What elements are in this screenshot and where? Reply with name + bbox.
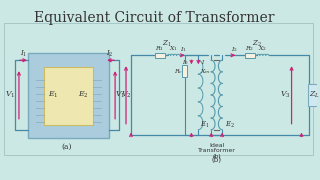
- Text: $I_0$: $I_0$: [182, 58, 189, 67]
- Text: $V_2$: $V_2$: [121, 90, 131, 100]
- Text: $X_2$: $X_2$: [258, 44, 268, 53]
- Text: Ideal
Transformer
(b): Ideal Transformer (b): [198, 143, 236, 159]
- Text: $X_1$: $X_1$: [169, 44, 178, 53]
- Text: $E_1$: $E_1$: [200, 120, 209, 130]
- Text: $V_1$: $V_1$: [5, 90, 15, 100]
- Bar: [245, 53, 255, 58]
- Text: $V_1$: $V_1$: [115, 90, 125, 100]
- Text: $E_2$: $E_2$: [78, 90, 89, 100]
- Bar: [4, 22, 313, 156]
- Text: $I_2$: $I_2$: [231, 45, 237, 54]
- Text: $I_2$: $I_2$: [106, 49, 114, 59]
- Text: $R_2$: $R_2$: [245, 44, 254, 53]
- Text: $Z_2$: $Z_2$: [252, 38, 261, 48]
- Text: (a): (a): [61, 143, 72, 150]
- Text: $R_1$: $R_1$: [155, 44, 164, 53]
- Text: $E_1$: $E_1$: [48, 90, 59, 100]
- Text: $Z_L$: $Z_L$: [309, 90, 320, 100]
- Text: $X_m$: $X_m$: [200, 67, 211, 76]
- Bar: [182, 65, 187, 77]
- Text: $I$: $I$: [201, 58, 205, 66]
- Bar: [308, 84, 320, 106]
- Text: $I_1$: $I_1$: [20, 49, 28, 59]
- Text: $E_2$: $E_2$: [225, 120, 235, 130]
- Text: $V_3$: $V_3$: [280, 90, 291, 100]
- Bar: [44, 67, 93, 125]
- Text: Equivalent Circuit of Transformer: Equivalent Circuit of Transformer: [34, 11, 274, 25]
- Bar: [155, 53, 165, 58]
- Text: (b): (b): [212, 155, 222, 163]
- Bar: [28, 53, 109, 138]
- Text: $R_c$: $R_c$: [174, 67, 183, 76]
- Text: $Z_1$: $Z_1$: [162, 38, 172, 48]
- Text: $I_1$: $I_1$: [180, 45, 187, 54]
